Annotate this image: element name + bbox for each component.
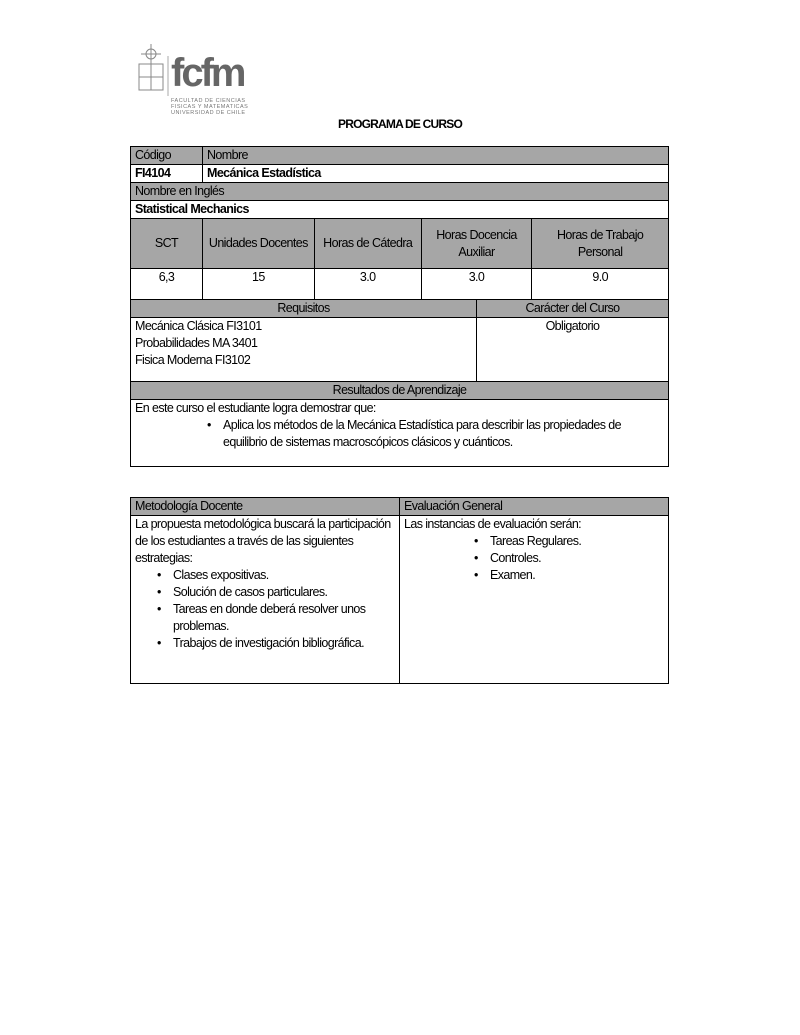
resultado-item: Aplica los métodos de la Mecánica Estadí… (207, 417, 664, 451)
evaluacion-item: Controles. (474, 550, 664, 567)
requisito-item: Probabilidades MA 3401 (135, 336, 258, 350)
metodologia-item: Clases expositivas. (157, 567, 395, 584)
value-personal: 9.0 (531, 268, 669, 300)
metodologia-item: Tareas en donde deberá resolver unos pro… (157, 601, 395, 635)
header-catedra: Horas de Cátedra (313, 218, 422, 269)
requisito-item: Mecánica Clásica FI3101 (135, 319, 262, 333)
university-crest-icon (138, 44, 169, 96)
evaluacion-intro: Las instancias de evaluación serán: (404, 517, 582, 531)
evaluacion-item: Examen. (474, 567, 664, 584)
header-auxiliar: Horas Docencia Auxiliar (420, 218, 533, 269)
header-unidades: Unidades Docentes (202, 218, 315, 269)
resultados-label: Resultados de Aprendizaje (130, 381, 669, 400)
resultados-intro: En este curso el estudiante logra demost… (135, 401, 376, 415)
requisitos-label: Requisitos (130, 299, 477, 318)
english-name-label: Nombre en Inglés (130, 182, 669, 201)
methodology-table: Metodología Docente Evaluación General La… (130, 497, 669, 684)
evaluacion-label: Evaluación General (399, 497, 669, 516)
page-title: PROGRAMA DE CURSO (338, 117, 463, 131)
caracter-label: Carácter del Curso (476, 299, 669, 318)
metodologia-label: Metodología Docente (130, 497, 400, 516)
logo-subtitle-2: FISICAS Y MATEMATICAS (171, 104, 249, 110)
metodologia-item: Solución de casos particulares. (157, 584, 395, 601)
logo-subtitle-1: FACULTAD DE CIENCIAS (171, 98, 246, 104)
evaluacion-item: Tareas Regulares. (474, 533, 664, 550)
fcfm-logo: fcfm FACULTAD DE CIENCIAS FISICAS Y MATE… (137, 44, 252, 119)
metodologia-intro: La propuesta metodológica buscará la par… (135, 517, 391, 565)
name-label: Nombre (202, 146, 669, 165)
header-personal: Horas de Trabajo Personal (531, 218, 669, 269)
course-code: FI4104 (130, 164, 203, 183)
logo-text: fcfm (171, 51, 246, 95)
english-name: Statistical Mechanics (130, 200, 669, 219)
course-name: Mecánica Estadística (202, 164, 669, 183)
requisitos-list: Mecánica Clásica FI3101 Probabilidades M… (130, 317, 477, 382)
metodologia-item: Trabajos de investigación bibliográfica. (157, 635, 395, 652)
code-label: Código (130, 146, 203, 165)
header-sct: SCT (130, 218, 203, 269)
value-auxiliar: 3.0 (420, 268, 533, 300)
logo-subtitle-3: UNIVERSIDAD DE CHILE (171, 110, 246, 116)
caracter-value: Obligatorio (476, 317, 669, 382)
value-sct: 6,3 (130, 268, 203, 300)
requisito-item: Fisica Moderna FI3102 (135, 353, 251, 367)
value-catedra: 3.0 (313, 268, 422, 300)
course-table: Código Nombre FI4104 Mecánica Estadística … (130, 146, 669, 467)
metodologia-content: La propuesta metodológica buscará la par… (130, 515, 400, 684)
resultados-content: En este curso el estudiante logra demost… (130, 399, 669, 467)
value-unidades: 15 (202, 268, 315, 300)
evaluacion-content: Las instancias de evaluación serán: Tare… (399, 515, 669, 684)
